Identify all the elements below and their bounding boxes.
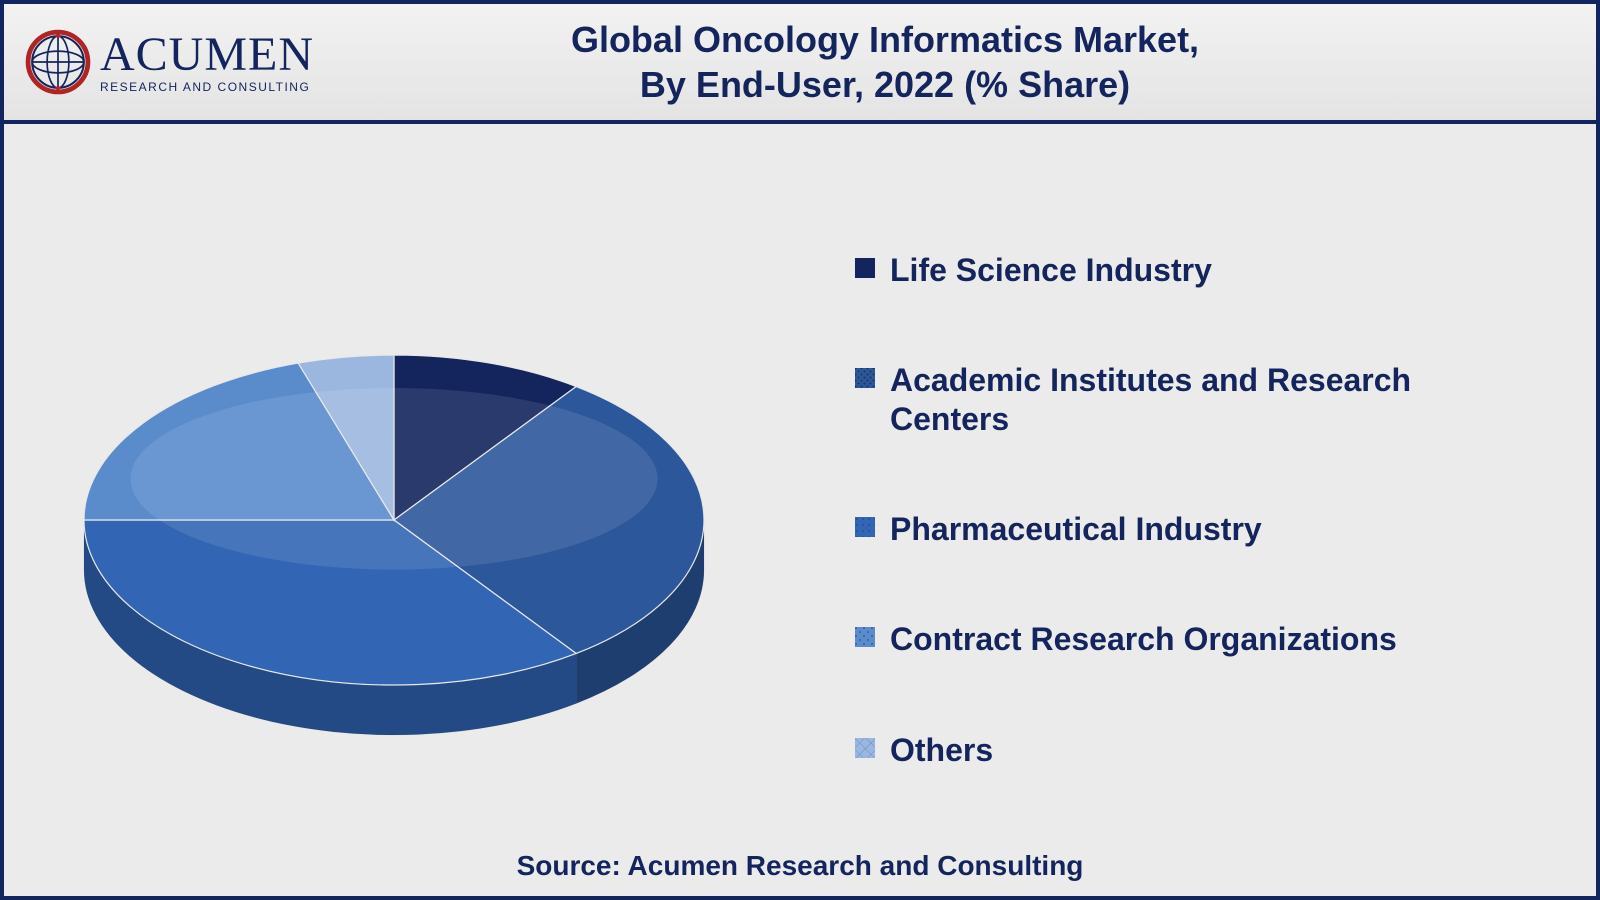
legend-item: Life Science Industry (854, 251, 1556, 289)
outer-frame: ACUMEN RESEARCH AND CONSULTING Global On… (0, 0, 1600, 900)
pie-svg (74, 260, 754, 820)
legend: Life Science Industry Academic Institutes… (814, 211, 1596, 809)
header: ACUMEN RESEARCH AND CONSULTING Global On… (4, 4, 1596, 124)
legend-item: Contract Research Organizations (854, 620, 1556, 658)
body: Life Science Industry Academic Institutes… (4, 124, 1596, 896)
legend-swatch (854, 737, 876, 759)
logo-main: ACUMEN (100, 31, 314, 79)
legend-swatch (854, 516, 876, 538)
legend-label: Contract Research Organizations (890, 620, 1397, 658)
logo-text: ACUMEN RESEARCH AND CONSULTING (100, 31, 314, 93)
legend-label: Life Science Industry (890, 251, 1212, 289)
globe-icon (24, 28, 92, 96)
title-line-2: By End-User, 2022 (% Share) (354, 62, 1416, 107)
logo-sub: RESEARCH AND CONSULTING (100, 81, 314, 93)
legend-swatch (854, 626, 876, 648)
source-text: Source: Acumen Research and Consulting (4, 850, 1596, 882)
legend-label: Others (890, 731, 993, 769)
legend-label: Academic Institutes and Research Centers (890, 361, 1450, 438)
legend-label: Pharmaceutical Industry (890, 510, 1262, 548)
legend-swatch (854, 257, 876, 279)
legend-swatch (854, 367, 876, 389)
chart-title: Global Oncology Informatics Market, By E… (354, 17, 1576, 107)
pie-chart (34, 200, 814, 820)
legend-item: Academic Institutes and Research Centers (854, 361, 1556, 438)
pie-highlight (131, 388, 658, 570)
logo: ACUMEN RESEARCH AND CONSULTING (24, 28, 314, 96)
legend-item: Pharmaceutical Industry (854, 510, 1556, 548)
legend-item: Others (854, 731, 1556, 769)
title-line-1: Global Oncology Informatics Market, (354, 17, 1416, 62)
